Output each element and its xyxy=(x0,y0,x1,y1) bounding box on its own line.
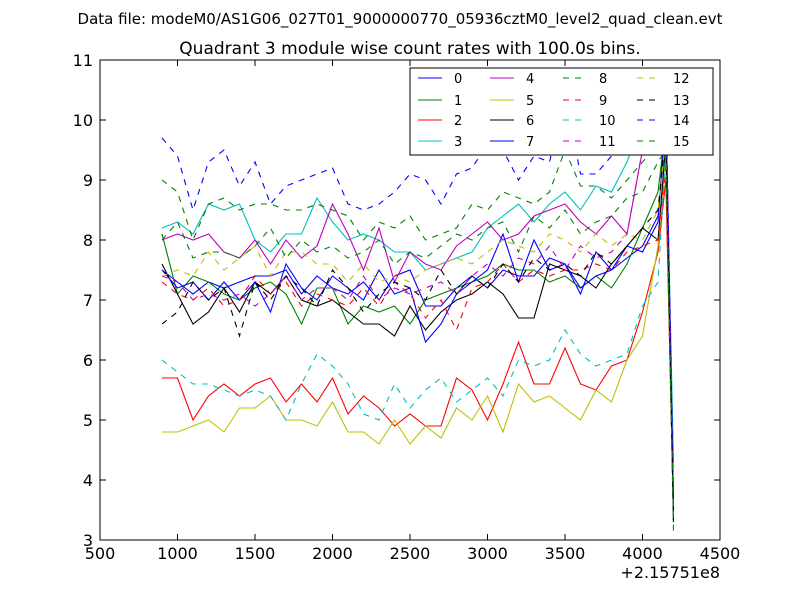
legend-label: 13 xyxy=(673,94,690,109)
legend-item-5: 5 xyxy=(490,94,534,109)
legend-label: 2 xyxy=(454,114,462,129)
legend-item-6: 6 xyxy=(490,114,534,129)
legend-label: 14 xyxy=(673,114,690,129)
series-line-5 xyxy=(162,155,675,517)
legend-item-15: 15 xyxy=(637,135,690,150)
y-tick-label: 11 xyxy=(73,51,93,70)
legend-frame xyxy=(409,67,714,156)
series-line-14 xyxy=(161,88,675,499)
y-tick-label: 9 xyxy=(83,171,93,190)
x-tick-label: 4500 xyxy=(700,544,741,563)
legend-label: 3 xyxy=(454,135,462,150)
series-line-4 xyxy=(161,101,675,505)
legend-label: 9 xyxy=(599,94,607,109)
legend-label: 10 xyxy=(599,114,616,129)
x-offset-label: +2.15751e8 xyxy=(620,563,720,582)
legend-label: 5 xyxy=(526,94,534,109)
x-tick-label: 500 xyxy=(85,544,116,563)
y-tick-label: 10 xyxy=(73,111,93,130)
legend-item-0: 0 xyxy=(418,72,462,87)
y-tick-label: 6 xyxy=(83,351,93,370)
series-line-0 xyxy=(161,131,675,511)
x-tick-label: 4000 xyxy=(622,544,663,563)
legend-item-10: 10 xyxy=(563,114,616,129)
legend-label: 7 xyxy=(526,135,534,150)
legend-item-7: 7 xyxy=(490,135,534,150)
x-tick-label: 2000 xyxy=(312,544,353,563)
legend-item-11: 11 xyxy=(563,135,616,150)
legend-item-14: 14 xyxy=(637,114,690,129)
legend-item-3: 3 xyxy=(418,135,462,150)
legend-label: 4 xyxy=(526,72,534,87)
x-axis: 500 1000 1500 2000 2500 3000 3500 4000 4500 xyxy=(85,60,741,563)
series-line-12 xyxy=(161,137,675,517)
chart-title: Quadrant 3 module wise count rates with … xyxy=(179,39,640,59)
plot-area: 500 1000 1500 2000 2500 3000 3500 4000 4500 3 4 5 6… xyxy=(73,51,741,582)
x-tick-label: 2500 xyxy=(390,544,431,563)
x-tick-label: 1000 xyxy=(157,544,198,563)
series-line-6 xyxy=(161,143,675,505)
legend-label: 11 xyxy=(599,135,616,150)
legend-item-13: 13 xyxy=(637,94,690,109)
legend-label: 1 xyxy=(454,94,462,109)
legend-item-9: 9 xyxy=(563,94,607,109)
x-tick-label: 3500 xyxy=(545,544,586,563)
legend-label: 0 xyxy=(454,72,462,87)
x-tick-label: 3000 xyxy=(467,544,508,563)
legend-item-8: 8 xyxy=(563,72,607,87)
series-line-9 xyxy=(161,167,675,523)
legend-label: 6 xyxy=(526,114,534,129)
legend-label: 15 xyxy=(673,135,690,150)
series-line-7 xyxy=(161,107,675,511)
y-tick-label: 8 xyxy=(83,231,93,250)
x-tick-label: 1500 xyxy=(235,544,276,563)
series-layer xyxy=(161,88,675,535)
series-line-8 xyxy=(161,119,675,535)
legend-item-2: 2 xyxy=(418,114,462,129)
series-line-15 xyxy=(161,148,675,523)
y-tick-label: 7 xyxy=(83,291,93,310)
y-tick-label: 5 xyxy=(83,411,93,430)
series-line-10 xyxy=(161,149,675,529)
legend-item-4: 4 xyxy=(490,72,534,87)
y-tick-label: 4 xyxy=(83,471,93,490)
legend-item-12: 12 xyxy=(637,72,690,87)
supertitle: Data file: modeM0/AS1G06_027T01_90000007… xyxy=(78,10,723,29)
legend-item-1: 1 xyxy=(418,94,462,109)
legend-label: 12 xyxy=(673,72,690,87)
series-line-13 xyxy=(161,131,675,523)
legend-label: 8 xyxy=(599,72,607,87)
y-tick-label: 3 xyxy=(83,531,93,550)
